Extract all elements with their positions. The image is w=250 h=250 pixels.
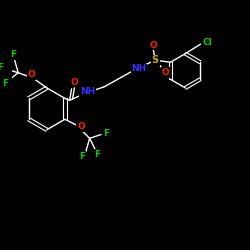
Text: F: F: [2, 79, 8, 88]
Text: O: O: [77, 122, 85, 132]
Text: NH: NH: [80, 87, 95, 96]
Text: O: O: [28, 70, 36, 79]
Text: F: F: [0, 64, 3, 72]
Text: O: O: [162, 68, 170, 77]
Text: F: F: [10, 50, 16, 59]
Text: O: O: [150, 40, 157, 50]
Text: O: O: [70, 78, 78, 87]
Text: F: F: [103, 129, 109, 138]
Text: F: F: [94, 150, 100, 159]
Text: S: S: [152, 55, 159, 65]
Text: Cl: Cl: [202, 38, 212, 47]
Text: F: F: [79, 152, 85, 161]
Text: NH: NH: [132, 64, 147, 73]
